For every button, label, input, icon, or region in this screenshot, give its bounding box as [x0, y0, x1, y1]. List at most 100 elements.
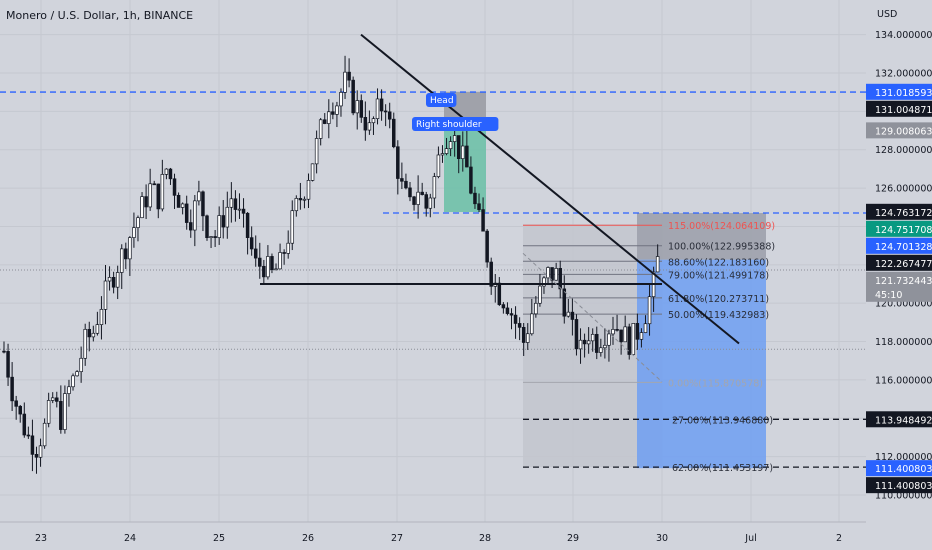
candle-body	[258, 257, 262, 267]
candle-body	[607, 333, 611, 346]
target-zone	[637, 259, 766, 469]
candle-body	[180, 203, 185, 208]
candle-body	[534, 302, 538, 315]
candle-body	[465, 145, 469, 168]
time-tick-label: 23	[35, 533, 47, 544]
candle-body	[444, 148, 449, 154]
candle-body	[615, 329, 619, 331]
trend-line	[360, 33, 740, 345]
price-tick-label: 118.000000	[875, 337, 932, 348]
price-label: 122.267477	[875, 259, 932, 270]
candle-body	[140, 196, 144, 219]
candle-body	[396, 146, 400, 179]
candle-body	[603, 344, 607, 349]
candle-body	[38, 445, 43, 458]
candle-body	[290, 210, 295, 244]
right-shoulder-label-box	[412, 117, 499, 131]
candle-body	[42, 422, 47, 447]
candle-body	[322, 119, 327, 124]
candle-body	[574, 319, 579, 350]
candle-body	[294, 198, 299, 212]
countdown-label: 45:10	[875, 290, 902, 301]
candle-body	[59, 401, 63, 430]
price-tick-label: 132.000000	[875, 68, 932, 79]
candle-body	[225, 206, 230, 228]
candle-body	[2, 350, 6, 353]
candle-body	[103, 280, 108, 310]
candle-body	[420, 191, 424, 195]
candle-body	[530, 313, 534, 335]
candle-body	[99, 309, 104, 325]
candle-body	[558, 268, 562, 290]
price-label: 111.400803	[875, 464, 932, 475]
candle-body	[343, 71, 347, 93]
candle-body	[599, 347, 603, 353]
candle-body	[282, 252, 286, 254]
price-label: 124.751708	[875, 225, 932, 236]
price-label: 131.004871	[875, 105, 932, 116]
candle-body	[367, 122, 372, 131]
candle-body	[623, 326, 627, 343]
candle-body	[595, 333, 599, 353]
candle-body	[213, 236, 217, 239]
candle-body	[392, 118, 396, 148]
price-label-box	[866, 203, 932, 220]
candle-body	[91, 332, 96, 338]
price-tick-label: 120.000000	[875, 299, 932, 310]
candle-body	[501, 304, 506, 309]
candle-body	[590, 333, 595, 342]
candle-body	[619, 329, 623, 343]
candle-body	[14, 400, 18, 407]
candle-body	[55, 397, 59, 402]
candle-body	[119, 248, 124, 273]
candle-body	[359, 100, 364, 118]
candle-body	[241, 208, 246, 214]
candle-body	[355, 100, 359, 114]
price-label-box	[866, 122, 932, 139]
candle-body	[26, 434, 31, 437]
candle-body	[428, 197, 433, 209]
time-axis: 23 24 25 26 27 28 29 30 Jul 2	[0, 521, 866, 550]
price-label: 113.948492	[875, 415, 932, 426]
candle-body	[184, 203, 189, 223]
candle-body	[643, 323, 648, 333]
candle-body	[546, 267, 550, 279]
candle-body	[578, 339, 583, 350]
candle-body	[221, 215, 225, 228]
candle-body	[67, 386, 71, 394]
candle-body	[647, 296, 652, 325]
time-tick-label: 27	[391, 533, 403, 544]
candle-body	[542, 277, 546, 287]
price-label-box	[866, 477, 932, 494]
time-tick-label: Jul	[744, 533, 756, 544]
candle-body	[363, 117, 368, 131]
candle-body	[452, 135, 457, 142]
price-axis: USD110.000000112.000000114.000000116.000…	[866, 0, 932, 550]
candle-body	[245, 212, 250, 238]
candle-body	[582, 339, 587, 345]
target-level-label: 62.00%(111.453197)	[672, 463, 773, 474]
candle-body	[160, 174, 165, 210]
candle-body	[375, 98, 380, 119]
candle-body	[570, 311, 575, 320]
time-axis-bg	[0, 522, 866, 550]
candle-body	[115, 272, 120, 288]
candle-body	[335, 105, 339, 115]
candle-body	[497, 282, 502, 305]
candle-body	[298, 198, 303, 201]
price-label-box	[866, 460, 932, 477]
candle-body	[485, 230, 489, 263]
candle-body	[339, 92, 343, 107]
price-label-box	[866, 100, 932, 117]
candle-body	[229, 198, 234, 208]
candle-body	[249, 237, 254, 250]
candle-body	[132, 227, 136, 238]
candle-body	[274, 268, 278, 271]
candle-body	[505, 307, 510, 314]
candle-body	[611, 329, 615, 335]
candle-body	[566, 311, 571, 317]
candle-body	[440, 153, 445, 156]
candle-body	[201, 191, 205, 217]
candles-group	[2, 55, 660, 474]
